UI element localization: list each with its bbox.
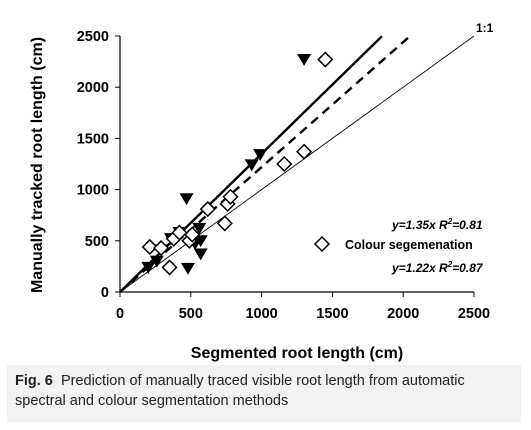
diamond-point	[216, 215, 233, 232]
x-tick-label: 1500	[316, 306, 348, 322]
equation-2-superscript: 2	[447, 260, 453, 269]
equation-2-value: =0.87	[452, 261, 484, 275]
diamond-point	[153, 239, 170, 257]
triangle-point	[192, 222, 207, 235]
legend-diamond-marker	[313, 235, 331, 253]
triangle-point	[180, 262, 195, 275]
triangle-point	[244, 159, 259, 172]
fit-line-dashed	[119, 33, 413, 293]
y-tick-label: 1500	[77, 131, 109, 147]
y-axis-label: Manually tracked root length (cm)	[29, 37, 46, 293]
y-tick-label: 0	[101, 285, 109, 301]
legend-label: Colour segemenation	[345, 238, 473, 252]
equation-1-main: y=1.35x R	[391, 218, 448, 232]
diamond-point	[276, 155, 293, 173]
equation-1-value: =0.81	[452, 218, 483, 232]
chart-axes	[119, 36, 474, 293]
diamond-point	[199, 200, 216, 218]
triangle-point	[141, 261, 156, 274]
x-tick-label: 0	[116, 306, 124, 322]
diamond-point	[184, 226, 201, 243]
chart-points	[141, 51, 334, 276]
equation-2-main: y=1.22x R	[391, 261, 448, 275]
x-tick-label: 2500	[458, 306, 490, 322]
x-axis-label: Segmented root length (cm)	[191, 345, 403, 362]
chart: 0 500 1000 1500 2000 2500 0 500 1000 1500 2000 2500…	[29, 21, 494, 362]
chart-fit-lines	[119, 33, 475, 293]
triangle-point	[193, 248, 208, 261]
triangle-point	[297, 53, 312, 66]
equation-1: y=1.35x R2=0.81	[391, 217, 483, 232]
x-tick-label: 1000	[245, 306, 277, 322]
x-tick-label: 500	[179, 306, 203, 322]
one-to-one-line	[119, 35, 475, 293]
y-tick-label: 2500	[77, 29, 109, 45]
y-tick-label: 1000	[77, 183, 109, 199]
diamond-point	[141, 238, 158, 256]
triangle-point	[253, 149, 268, 162]
diamond-point	[317, 51, 334, 68]
triangle-point	[193, 235, 208, 248]
one-to-one-label: 1:1	[476, 21, 494, 35]
caption-label: Fig. 6	[15, 373, 53, 389]
x-tick-label: 2000	[387, 306, 419, 322]
diamond-point	[222, 188, 239, 205]
figure-caption: Fig. 6 Prediction of manually traced vis…	[7, 365, 521, 422]
caption-text: Prediction of manually traced visible ro…	[15, 373, 465, 409]
y-tick-label: 500	[85, 234, 109, 250]
chart-ticks: 0 500 1000 1500 2000 2500 0 500 1000 1500 2000 2500	[77, 29, 490, 322]
equation-2: y=1.22x R2=0.87	[391, 260, 484, 275]
triangle-point	[179, 193, 194, 206]
diamond-point	[296, 143, 313, 160]
y-tick-label: 2000	[77, 80, 109, 96]
diamond-point	[171, 224, 188, 241]
triangle-point	[149, 255, 164, 268]
diamond-point	[161, 259, 178, 276]
equation-1-superscript: 2	[447, 217, 453, 226]
